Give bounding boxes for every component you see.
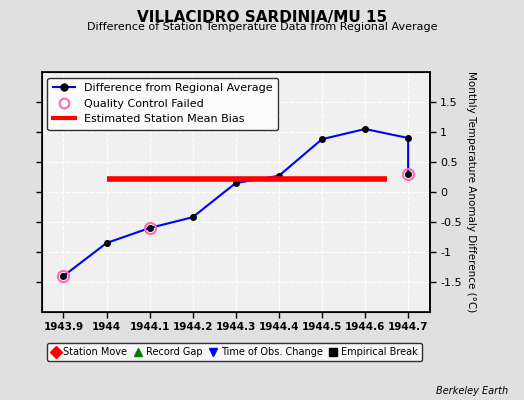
Legend: Station Move, Record Gap, Time of Obs. Change, Empirical Break: Station Move, Record Gap, Time of Obs. C… [47, 343, 422, 361]
Y-axis label: Monthly Temperature Anomaly Difference (°C): Monthly Temperature Anomaly Difference (… [466, 71, 476, 313]
Legend: Difference from Regional Average, Quality Control Failed, Estimated Station Mean: Difference from Regional Average, Qualit… [48, 78, 278, 130]
Text: VILLACIDRO SARDINIA/MU 15: VILLACIDRO SARDINIA/MU 15 [137, 10, 387, 25]
Text: Difference of Station Temperature Data from Regional Average: Difference of Station Temperature Data f… [87, 22, 437, 32]
Text: Berkeley Earth: Berkeley Earth [436, 386, 508, 396]
